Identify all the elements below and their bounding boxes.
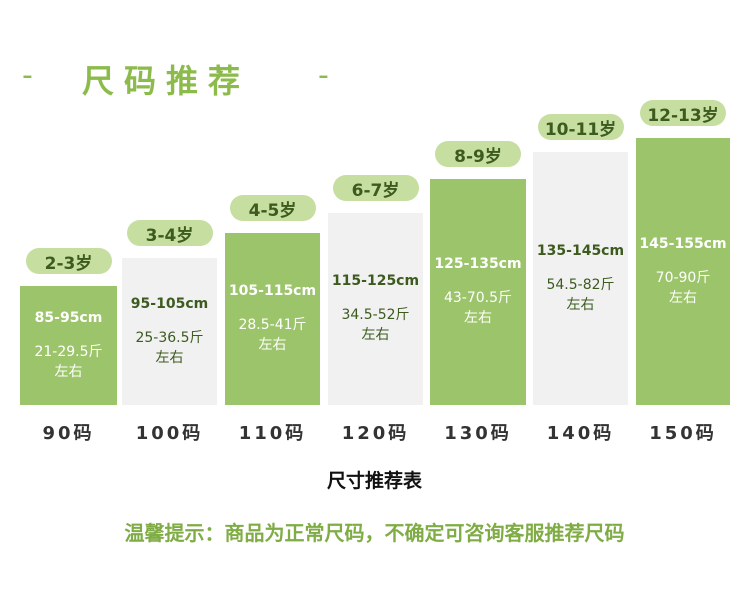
approx-label: 左右 <box>361 327 390 343</box>
age-badge: 10-11岁 <box>537 114 624 140</box>
height-range: 115-125cm <box>331 273 420 289</box>
weight-range: 25-36.5斤 <box>135 329 204 346</box>
size-label: 100码 <box>135 423 204 444</box>
chart-caption: 尺寸推荐表 <box>326 470 422 492</box>
height-range: 125-135cm <box>434 256 522 272</box>
height-range: 135-145cm <box>536 242 625 259</box>
size-label: 120码 <box>341 423 410 444</box>
approx-label: 左右 <box>566 296 595 313</box>
age-badge: 3-4岁 <box>126 220 213 246</box>
height-range: 85-95cm <box>34 309 103 326</box>
size-label: 110码 <box>238 423 307 444</box>
weight-range: 43-70.5斤 <box>443 290 513 306</box>
approx-label: 左右 <box>258 337 287 353</box>
title-dash-right: - <box>318 58 329 93</box>
age-badge: 12-13岁 <box>640 100 726 126</box>
weight-range: 70-90斤 <box>655 269 711 286</box>
size-label: 90码 <box>42 423 95 444</box>
height-range: 145-155cm <box>639 235 727 252</box>
approx-label: 左右 <box>155 349 184 366</box>
size-bar: 95-105cm 25-36.5斤 左右 <box>122 258 217 405</box>
tip-text: 温馨提示：商品为正常尺码，不确定可咨询客服推荐尺码 <box>124 521 625 545</box>
size-bar: 115-125cm 34.5-52斤 左右 <box>328 213 423 405</box>
size-bar: 135-145cm 54.5-82斤 左右 <box>533 152 628 405</box>
approx-label: 左右 <box>54 363 83 380</box>
approx-label: 左右 <box>464 310 492 326</box>
height-range: 95-105cm <box>130 295 209 312</box>
height-range: 105-115cm <box>228 283 317 299</box>
size-bar: 105-115cm 28.5-41斤 左右 <box>225 233 320 405</box>
size-label: 130码 <box>444 423 512 444</box>
size-bar: 85-95cm 21-29.5斤 左右 <box>20 286 117 405</box>
age-badge: 2-3岁 <box>25 248 112 274</box>
age-badge: 8-9岁 <box>435 141 521 167</box>
weight-range: 28.5-41斤 <box>238 317 307 333</box>
weight-range: 54.5-82斤 <box>546 276 615 293</box>
weight-range: 21-29.5斤 <box>34 343 103 360</box>
size-label: 150码 <box>649 423 717 444</box>
age-badge: 6-7岁 <box>332 175 419 201</box>
weight-range: 34.5-52斤 <box>341 307 410 323</box>
title-dash-left: - <box>22 58 33 93</box>
size-bar: 125-135cm 43-70.5斤 左右 <box>430 179 526 405</box>
size-bar: 145-155cm 70-90斤 左右 <box>636 138 730 405</box>
age-badge: 4-5岁 <box>229 195 316 221</box>
approx-label: 左右 <box>669 289 697 306</box>
size-label: 140码 <box>546 423 615 444</box>
page-title: 尺码推荐 <box>82 62 251 100</box>
